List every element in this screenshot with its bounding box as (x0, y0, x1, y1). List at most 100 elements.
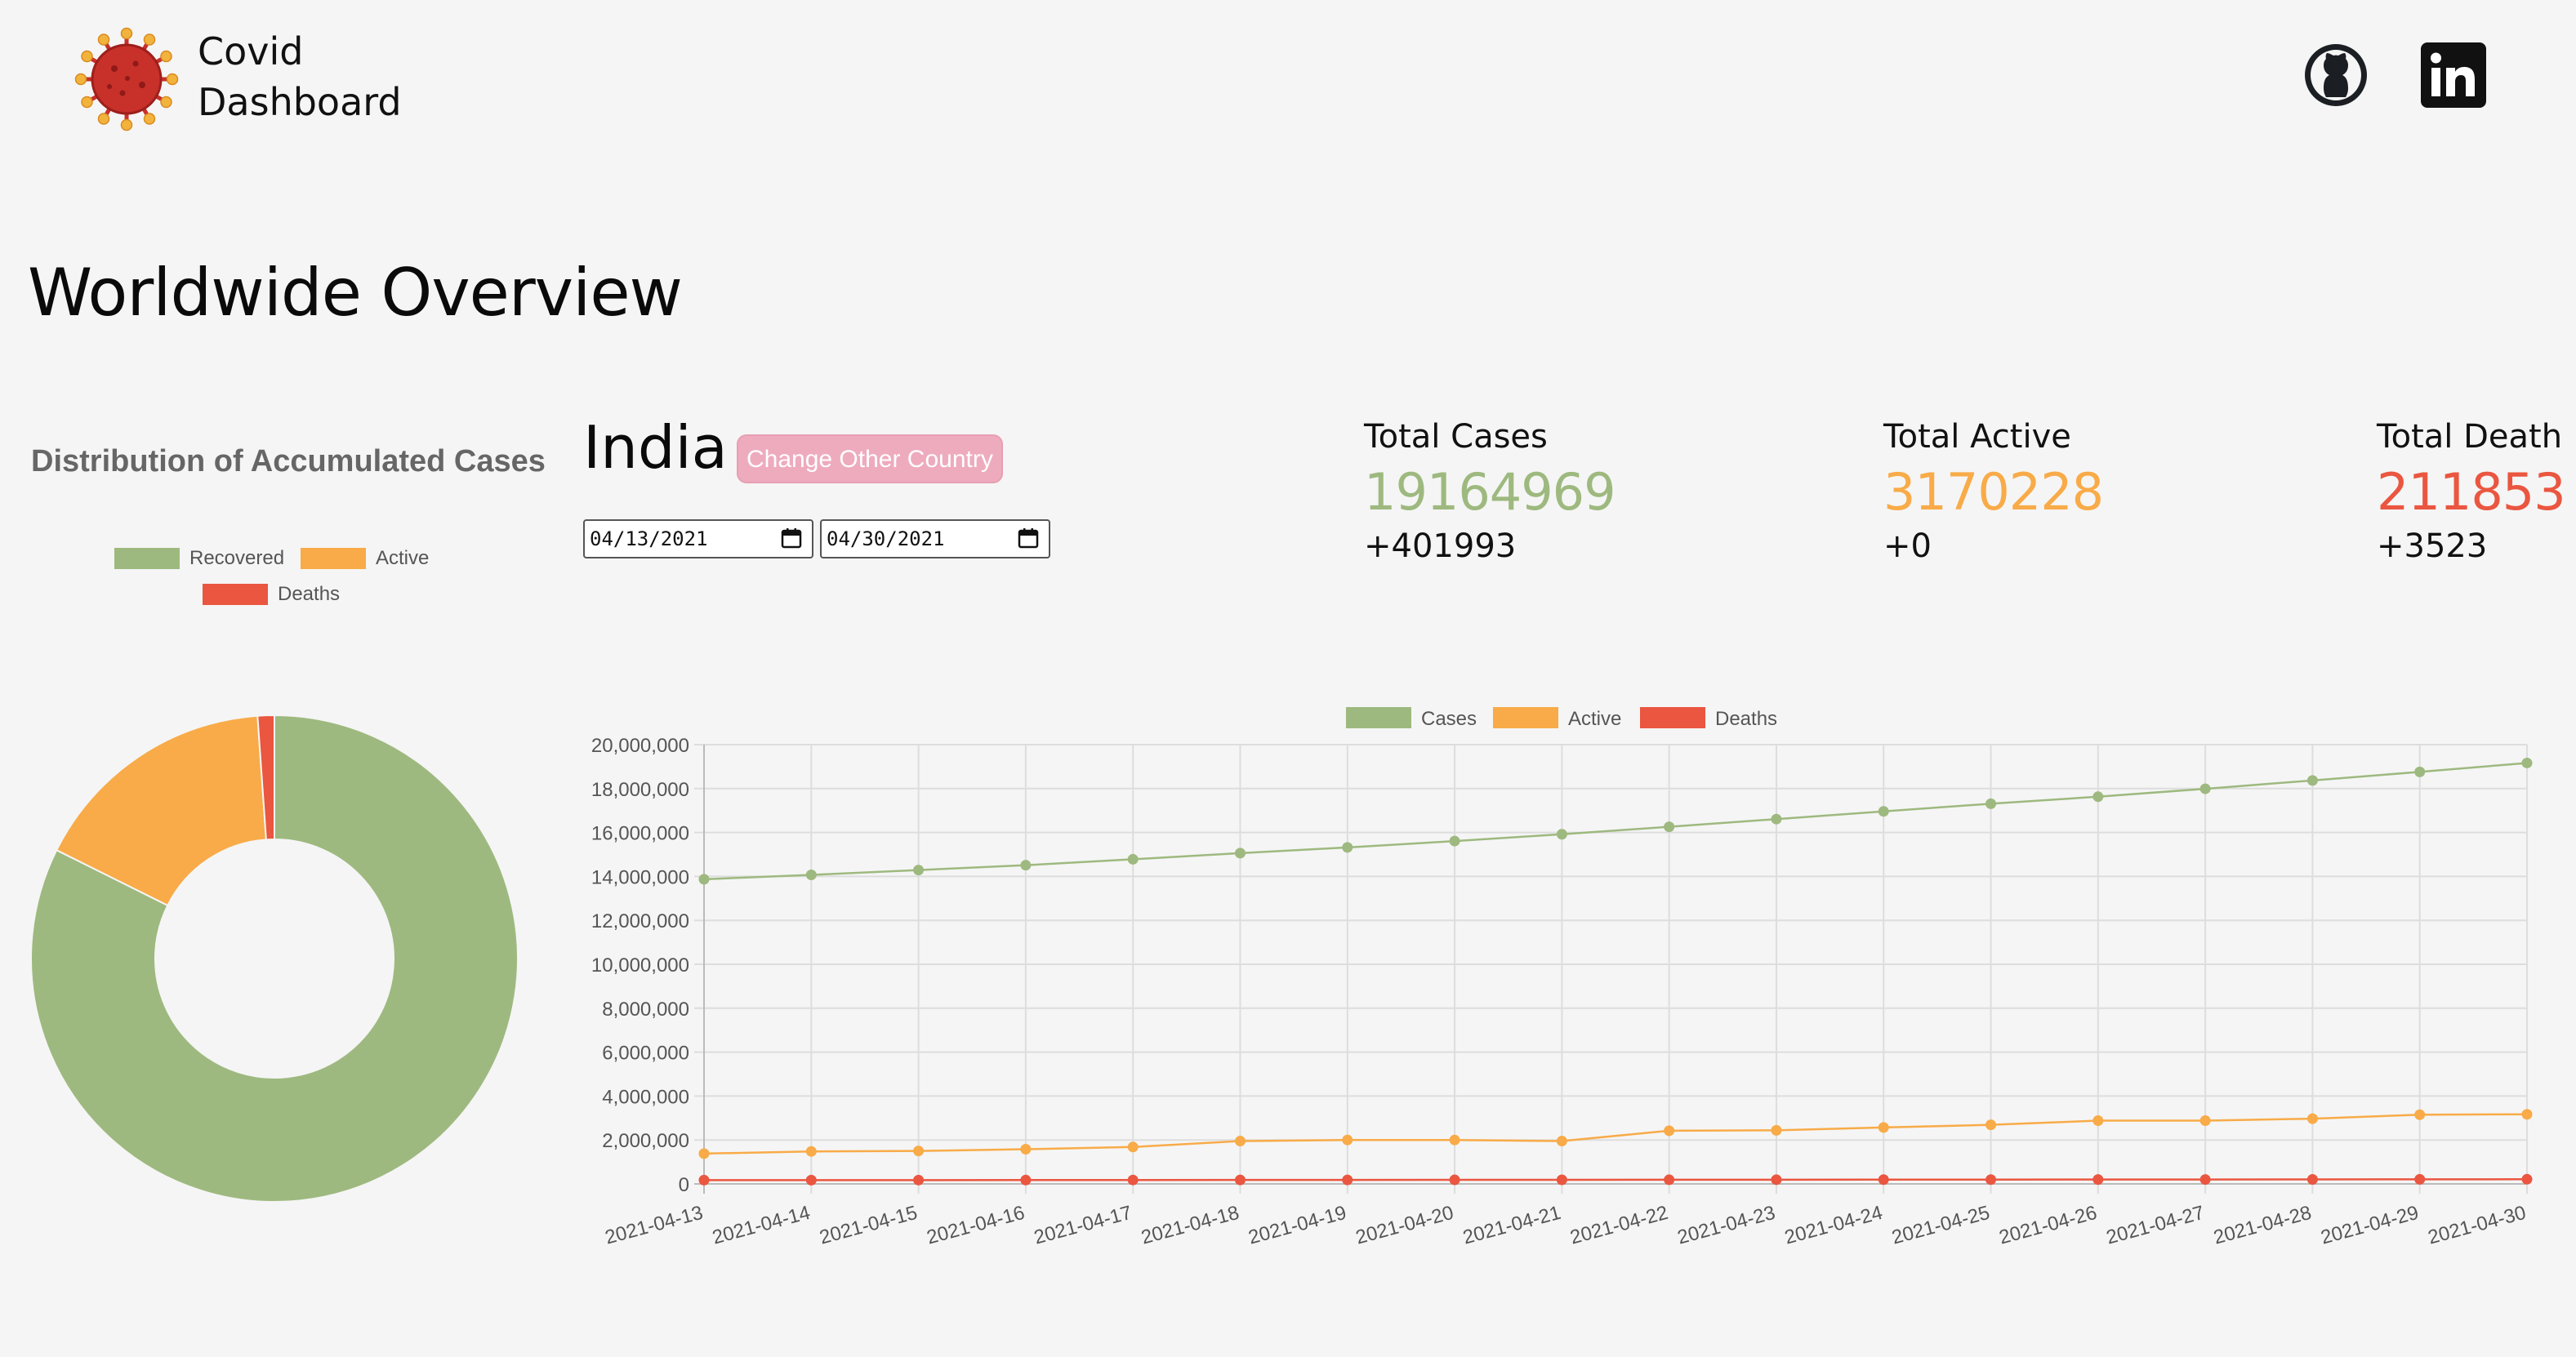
calendar-icon[interactable] (1018, 527, 1039, 549)
total-active-delta: +0 (1883, 527, 1932, 565)
x-tick-label: 2021-04-22 (1568, 1202, 1671, 1249)
data-point-cases[interactable] (1234, 848, 1246, 859)
data-point-cases[interactable] (1020, 860, 1032, 871)
change-country-button[interactable]: Change Other Country (737, 434, 1003, 483)
legend-deaths[interactable]: Deaths (1640, 707, 1777, 730)
data-point-cases[interactable] (2199, 783, 2211, 794)
x-tick-label: 2021-04-14 (710, 1202, 813, 1249)
donut-slice-recovered[interactable] (30, 714, 519, 1203)
donut-slice-active[interactable] (55, 714, 267, 907)
data-point-deaths[interactable] (913, 1174, 925, 1186)
data-point-deaths[interactable] (2199, 1174, 2211, 1186)
data-point-active[interactable] (698, 1148, 710, 1159)
legend-swatch-active (1493, 707, 1558, 728)
data-point-cases[interactable] (2414, 766, 2426, 777)
donut-slice-deaths[interactable] (256, 714, 275, 841)
country-name: India (583, 413, 728, 482)
end-date-value: 04/30/2021 (827, 527, 945, 550)
data-point-cases[interactable] (2306, 775, 2318, 786)
data-point-deaths[interactable] (805, 1174, 817, 1186)
x-tick-label: 2021-04-13 (603, 1202, 706, 1249)
data-point-deaths[interactable] (1234, 1174, 1246, 1186)
y-tick-label: 4,000,000 (602, 1086, 689, 1108)
data-point-active[interactable] (1127, 1141, 1139, 1153)
x-tick-label: 2021-04-18 (1139, 1202, 1241, 1249)
legend-label-deaths: Deaths (1715, 708, 1777, 730)
legend-active[interactable]: Active (1493, 707, 1621, 730)
data-point-deaths[interactable] (1771, 1174, 1782, 1186)
data-point-cases[interactable] (1556, 829, 1567, 840)
line-chart-series (698, 757, 2533, 1186)
data-point-cases[interactable] (805, 870, 817, 881)
data-point-cases[interactable] (1127, 853, 1139, 865)
legend-active[interactable]: Active (301, 547, 429, 570)
data-point-deaths[interactable] (2521, 1173, 2533, 1185)
data-point-deaths[interactable] (1664, 1174, 1675, 1186)
data-point-active[interactable] (1020, 1143, 1032, 1155)
data-point-deaths[interactable] (1449, 1174, 1460, 1186)
data-point-deaths[interactable] (2414, 1173, 2426, 1185)
data-point-cases[interactable] (2092, 791, 2104, 803)
total-cases-value: 19164969 (1364, 462, 1616, 522)
data-point-cases[interactable] (913, 865, 925, 876)
data-point-cases[interactable] (1342, 842, 1353, 853)
data-point-cases[interactable] (2521, 757, 2533, 768)
legend-swatch-recovered (114, 548, 180, 569)
data-point-deaths[interactable] (1020, 1174, 1032, 1186)
legend-swatch-cases (1346, 707, 1411, 728)
data-point-active[interactable] (1878, 1122, 1889, 1133)
brand-title: Covid Dashboard (198, 26, 402, 127)
data-point-deaths[interactable] (2306, 1173, 2318, 1185)
linkedin-icon[interactable] (2419, 41, 2488, 109)
data-point-deaths[interactable] (1878, 1174, 1889, 1186)
data-point-cases[interactable] (1771, 813, 1782, 825)
data-point-active[interactable] (2306, 1113, 2318, 1124)
legend-recovered[interactable]: Recovered (114, 547, 284, 570)
data-point-deaths[interactable] (1127, 1174, 1139, 1186)
y-tick-label: 20,000,000 (591, 735, 689, 757)
github-icon[interactable] (2302, 41, 2370, 109)
x-tick-label: 2021-04-27 (2104, 1202, 2207, 1249)
data-point-cases[interactable] (1449, 835, 1460, 847)
legend-deaths[interactable]: Deaths (203, 583, 340, 606)
data-point-deaths[interactable] (1342, 1174, 1353, 1186)
data-point-deaths[interactable] (2092, 1174, 2104, 1186)
data-point-active[interactable] (1664, 1125, 1675, 1137)
data-point-active[interactable] (1449, 1134, 1460, 1146)
data-point-active[interactable] (1771, 1124, 1782, 1136)
data-point-active[interactable] (1342, 1134, 1353, 1146)
legend-label-active: Active (376, 547, 430, 569)
data-point-cases[interactable] (1878, 806, 1889, 817)
data-point-cases[interactable] (1664, 821, 1675, 833)
legend-label-deaths: Deaths (278, 583, 341, 605)
data-point-active[interactable] (2521, 1109, 2533, 1120)
start-date-input[interactable]: 04/13/2021 (583, 519, 813, 558)
page-title: Worldwide Overview (28, 255, 683, 331)
legend-label-active: Active (1568, 708, 1621, 730)
data-point-active[interactable] (2414, 1109, 2426, 1120)
data-point-cases[interactable] (1985, 798, 1997, 809)
legend-swatch-active (301, 548, 366, 569)
x-tick-label: 2021-04-30 (2426, 1202, 2529, 1249)
data-point-deaths[interactable] (698, 1174, 710, 1186)
legend-cases[interactable]: Cases (1346, 707, 1477, 730)
end-date-input[interactable]: 04/30/2021 (820, 519, 1050, 558)
x-tick-label: 2021-04-20 (1353, 1202, 1456, 1249)
data-point-active[interactable] (1234, 1136, 1246, 1147)
x-tick-label: 2021-04-24 (1782, 1202, 1885, 1249)
y-tick-label: 8,000,000 (602, 999, 689, 1021)
series-line-active (703, 1113, 2528, 1155)
y-tick-label: 12,000,000 (591, 910, 689, 932)
data-point-deaths[interactable] (1985, 1174, 1997, 1186)
line-chart-legend: Cases Active Deaths (1346, 707, 1777, 730)
data-point-cases[interactable] (698, 874, 710, 885)
calendar-icon[interactable] (781, 527, 802, 549)
data-point-active[interactable] (2199, 1115, 2211, 1127)
data-point-deaths[interactable] (1556, 1174, 1567, 1186)
data-point-active[interactable] (1985, 1119, 1997, 1131)
data-point-active[interactable] (913, 1146, 925, 1157)
legend-label-cases: Cases (1421, 708, 1477, 730)
data-point-active[interactable] (2092, 1115, 2104, 1127)
data-point-active[interactable] (1556, 1136, 1567, 1147)
data-point-active[interactable] (805, 1146, 817, 1157)
